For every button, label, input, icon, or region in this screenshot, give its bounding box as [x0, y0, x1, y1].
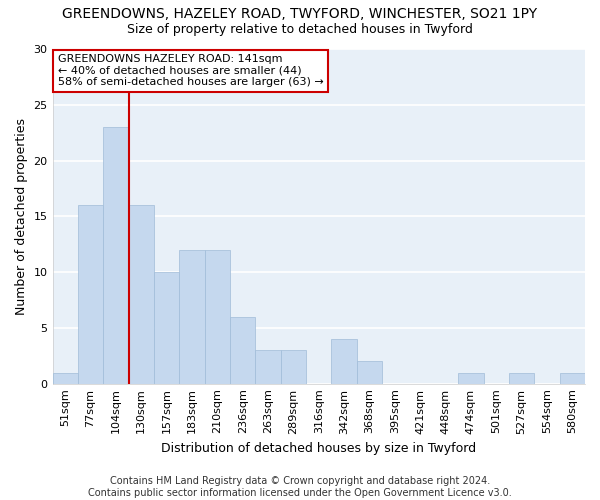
Bar — [230, 316, 256, 384]
Bar — [53, 372, 78, 384]
Bar — [357, 362, 382, 384]
Bar — [179, 250, 205, 384]
Bar — [509, 372, 534, 384]
X-axis label: Distribution of detached houses by size in Twyford: Distribution of detached houses by size … — [161, 442, 476, 455]
Text: Size of property relative to detached houses in Twyford: Size of property relative to detached ho… — [127, 22, 473, 36]
Bar — [205, 250, 230, 384]
Bar — [128, 205, 154, 384]
Bar — [154, 272, 179, 384]
Bar — [256, 350, 281, 384]
Text: GREENDOWNS, HAZELEY ROAD, TWYFORD, WINCHESTER, SO21 1PY: GREENDOWNS, HAZELEY ROAD, TWYFORD, WINCH… — [62, 8, 538, 22]
Text: GREENDOWNS HAZELEY ROAD: 141sqm
← 40% of detached houses are smaller (44)
58% of: GREENDOWNS HAZELEY ROAD: 141sqm ← 40% of… — [58, 54, 323, 87]
Bar — [560, 372, 585, 384]
Bar — [281, 350, 306, 384]
Y-axis label: Number of detached properties: Number of detached properties — [15, 118, 28, 315]
Text: Contains HM Land Registry data © Crown copyright and database right 2024.
Contai: Contains HM Land Registry data © Crown c… — [88, 476, 512, 498]
Bar — [78, 205, 103, 384]
Bar — [458, 372, 484, 384]
Bar — [331, 339, 357, 384]
Bar — [103, 127, 128, 384]
